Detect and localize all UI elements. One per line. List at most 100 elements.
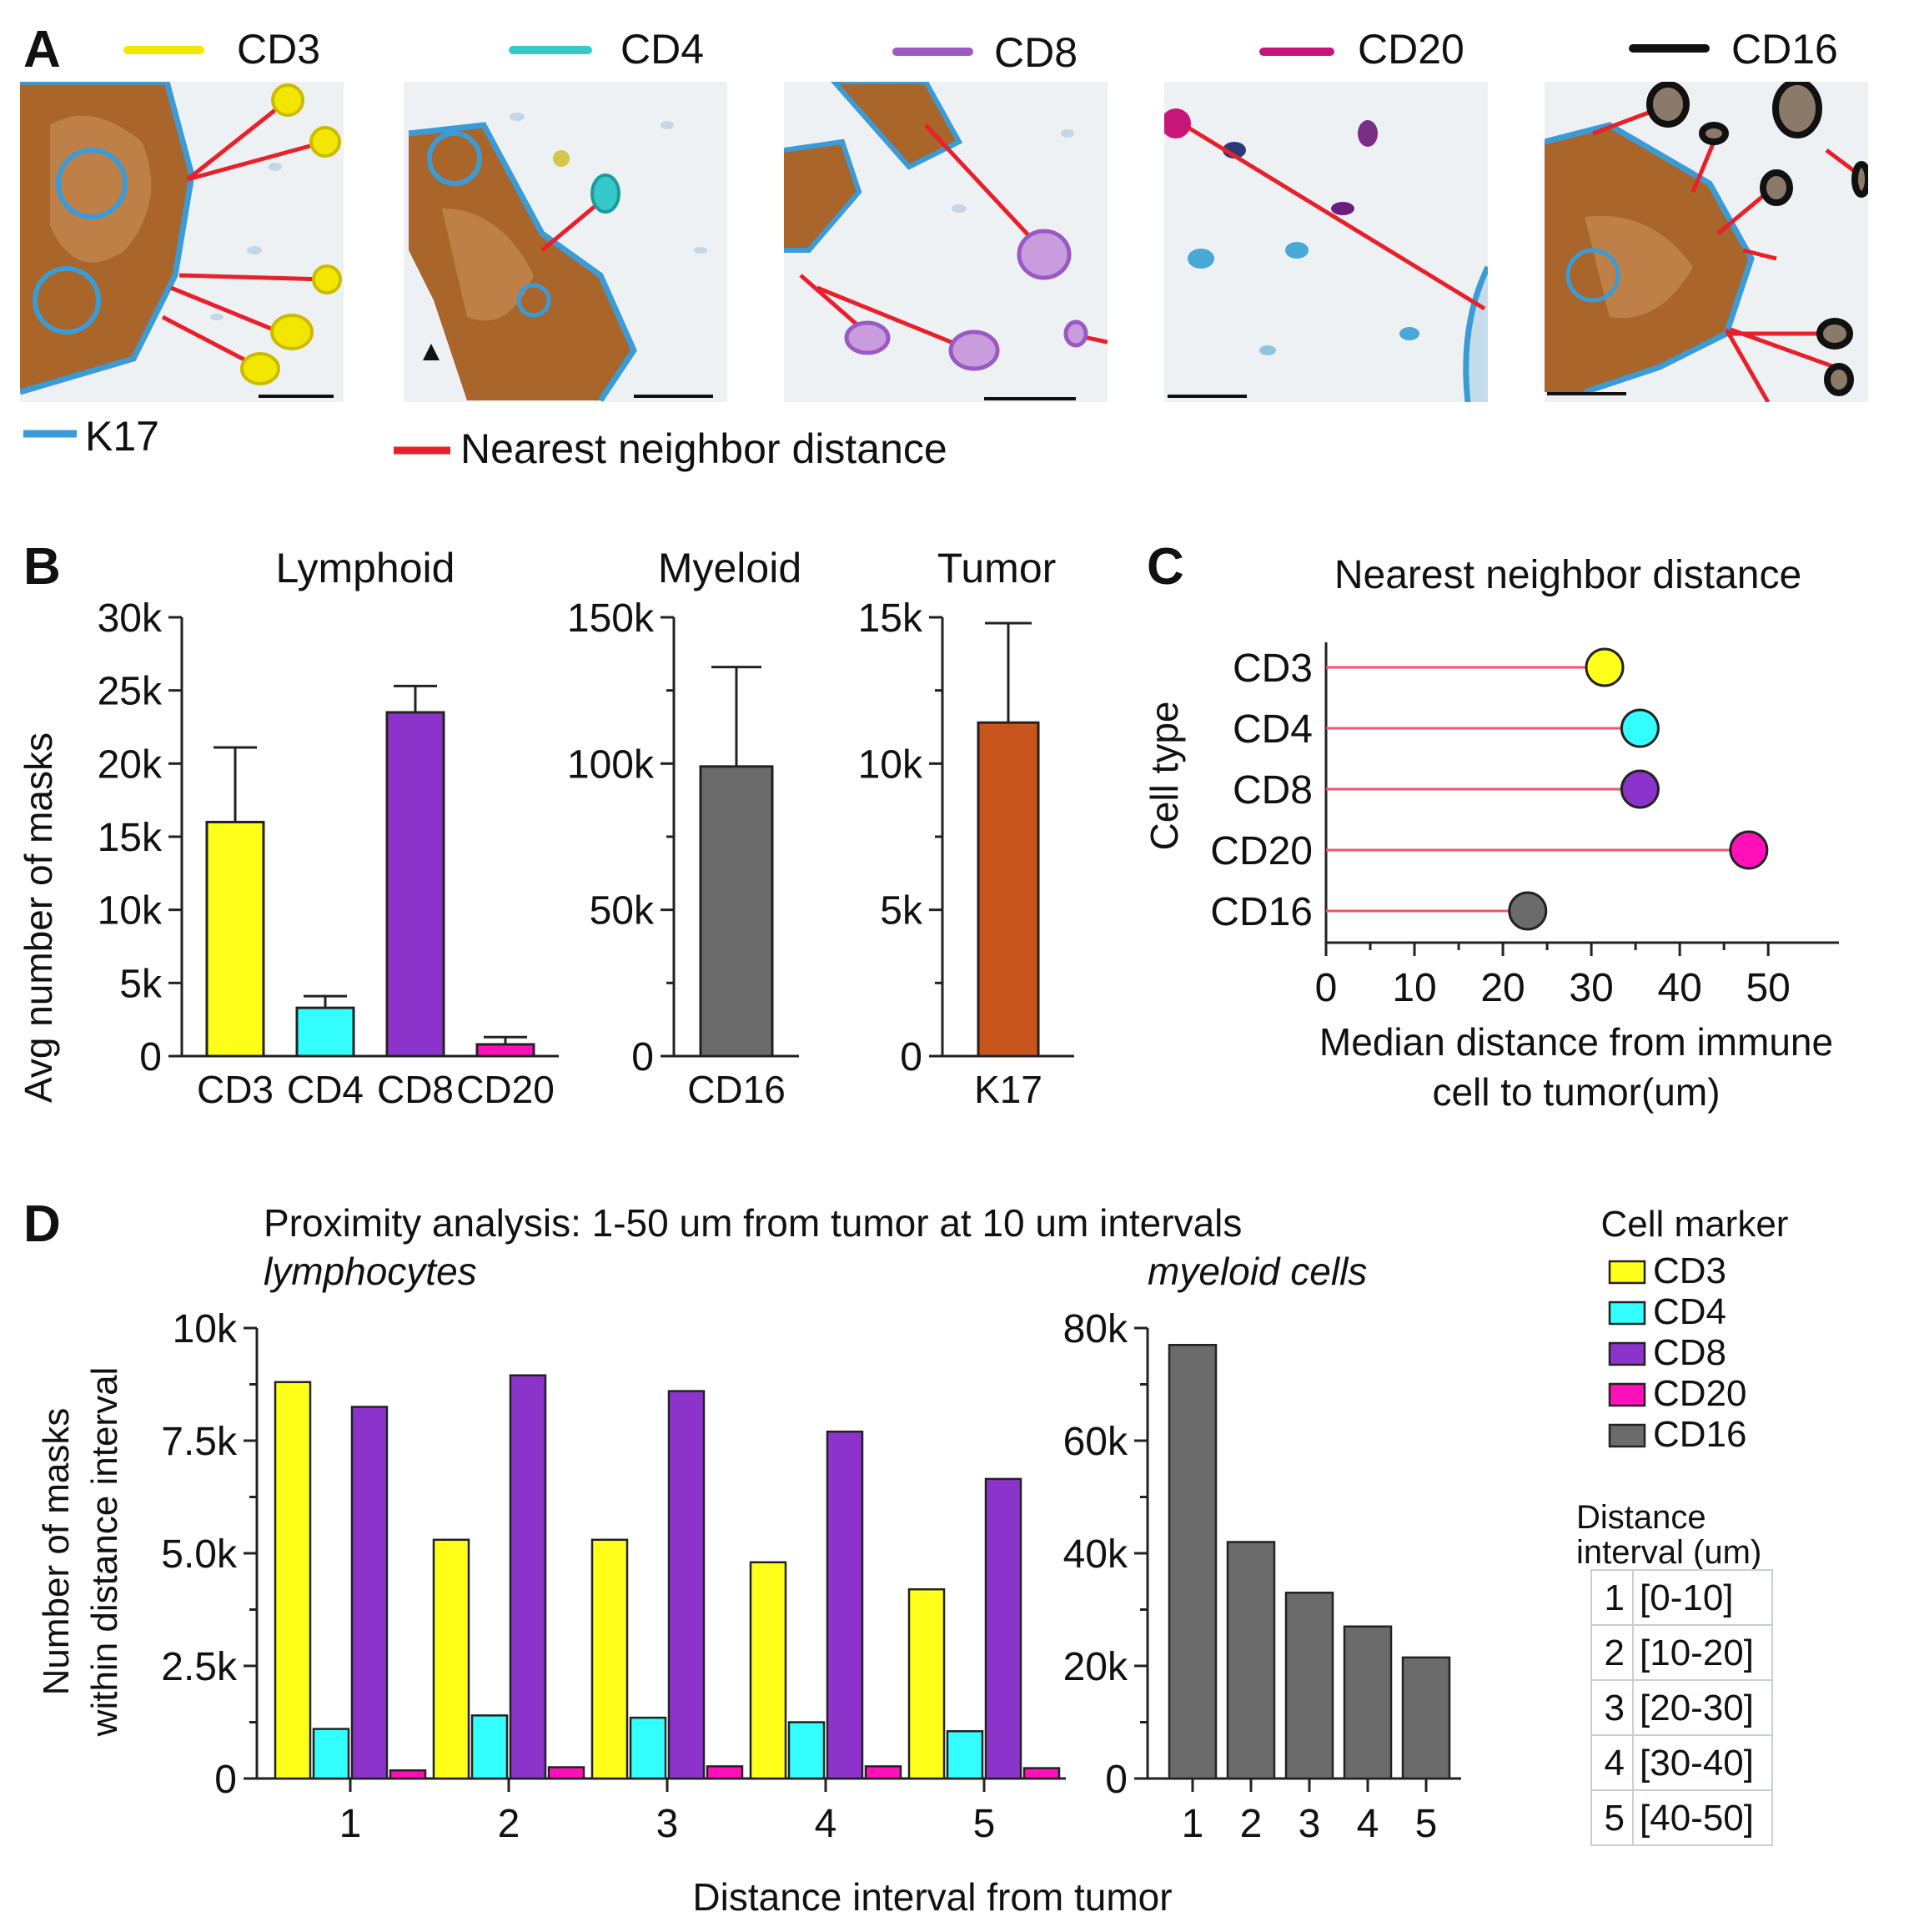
nn-label: Nearest neighbor distance <box>460 425 947 472</box>
y-tick-label: 5.0k <box>161 1532 238 1577</box>
y-tick-label: 60k <box>1063 1420 1128 1464</box>
y-tick-label: 10k <box>98 889 163 933</box>
legend-label: CD3 <box>1653 1250 1726 1291</box>
legend-swatch-cd8 <box>1608 1341 1646 1366</box>
interval-range: [0-10] <box>1640 1577 1734 1618</box>
y-tick-label: 150k <box>567 596 655 641</box>
b-ylabel: Avg number of masks <box>17 732 60 1103</box>
bar-cd4-2 <box>470 1714 509 1780</box>
x-tick-label: 40 <box>1657 966 1701 1010</box>
cd8-label: CD8 <box>994 29 1078 76</box>
y-tick-label: 7.5k <box>161 1420 238 1464</box>
bar-cd4-5 <box>946 1730 984 1780</box>
bar-cd20-5 <box>1022 1767 1061 1780</box>
x-tick-label: 20 <box>1480 966 1525 1010</box>
panel-label-a: A <box>23 21 61 78</box>
legend-swatch-cd16 <box>1608 1423 1646 1448</box>
point-cd16 <box>1508 891 1548 931</box>
table-cell-range <box>1632 1624 1773 1681</box>
cd3-label: CD3 <box>237 26 320 73</box>
y-tick-label: 5k <box>119 962 163 1006</box>
interval-range: [10-20] <box>1640 1633 1754 1673</box>
x-tick-label: 1 <box>1182 1802 1204 1846</box>
table-cell-num <box>1590 1679 1634 1736</box>
y-tick-label: CD8 <box>1233 768 1313 813</box>
bar-cd16-4 <box>1343 1625 1393 1780</box>
d-title: Proximity analysis: 1-50 um from tumor a… <box>264 1201 1242 1245</box>
table-cell-num <box>1590 1734 1634 1791</box>
x-tick-label: 10 <box>1392 966 1436 1010</box>
interval-number: 1 <box>1605 1577 1625 1618</box>
legend-label: CD16 <box>1653 1414 1747 1455</box>
c-title: Nearest neighbor distance <box>1334 553 1801 597</box>
x-tick-label: CD8 <box>377 1068 454 1111</box>
x-tick-label: CD4 <box>287 1068 364 1111</box>
table-cell-num <box>1590 1569 1634 1626</box>
x-tick-label: 2 <box>1240 1802 1263 1846</box>
y-tick-label: 15k <box>98 816 163 860</box>
chart-c-lollipop: 0 10 20 30 40 50 CD3 CD4 CD8 CD20 CD16 <box>1210 642 1839 1010</box>
y-tick-label: 30k <box>98 596 163 641</box>
y-tick-label: 100k <box>567 742 655 787</box>
point-cd20 <box>1729 830 1769 870</box>
bar-cd4-4 <box>787 1721 826 1780</box>
y-tick-label: 20k <box>1063 1645 1128 1689</box>
x-tick-label: K17 <box>974 1068 1042 1111</box>
interval-number: 4 <box>1605 1743 1625 1784</box>
bar-cd8-5 <box>984 1477 1022 1780</box>
d-xlabel: Distance interval from tumor <box>692 1875 1172 1919</box>
bar-cd20 <box>475 1043 535 1058</box>
tile-cd8 <box>784 82 1108 402</box>
bar-cd8-2 <box>509 1374 547 1780</box>
x-tick-label: 4 <box>1357 1802 1379 1846</box>
x-tick-label: CD3 <box>197 1068 274 1111</box>
bar-cd16-2 <box>1226 1541 1276 1780</box>
chart-b1-lymphoid: 0 5k 10k 15k 20k 25k 30k CD3 CD4 CD8 CD20 <box>98 596 559 1111</box>
tile-cd16 <box>1545 82 1868 402</box>
bar-cd4-1 <box>312 1728 350 1780</box>
bar-cd4-3 <box>629 1716 667 1780</box>
interval-number: 2 <box>1605 1633 1625 1673</box>
y-tick-label: CD4 <box>1233 707 1313 752</box>
y-tick-label: CD20 <box>1210 829 1313 873</box>
bar-cd3-4 <box>749 1561 787 1780</box>
y-tick-label: CD3 <box>1233 647 1313 691</box>
bar-cd4 <box>295 1006 355 1058</box>
d2-subtitle: myeloid cells <box>1148 1250 1367 1293</box>
y-tick-label: 0 <box>900 1035 922 1079</box>
interval-title-line1: Distance <box>1576 1499 1706 1536</box>
y-tick-label: 20k <box>98 742 163 787</box>
y-tick-label: 10k <box>173 1307 238 1351</box>
legend-cd4: CD4 <box>509 26 704 73</box>
interval-range: [30-40] <box>1640 1743 1754 1784</box>
legend-title: Cell marker <box>1601 1204 1789 1245</box>
panel-label-c: C <box>1147 538 1184 596</box>
interval-number: 5 <box>1605 1798 1625 1839</box>
table-cell-range <box>1632 1734 1773 1791</box>
x-tick-label: 50 <box>1746 966 1790 1010</box>
x-tick-label: 2 <box>498 1802 520 1846</box>
bar-cd20-4 <box>864 1765 902 1780</box>
legend-label: CD4 <box>1653 1291 1726 1332</box>
x-tick-label: 5 <box>1415 1802 1438 1846</box>
k17-label: K17 <box>85 413 159 460</box>
cd20-label: CD20 <box>1358 26 1464 73</box>
x-tick-label: CD16 <box>687 1068 786 1111</box>
c-xlabel-line1: Median distance from immune <box>1319 1020 1833 1064</box>
bar-cd8-3 <box>667 1390 706 1780</box>
y-tick-label: 0 <box>214 1758 237 1802</box>
cd16-label: CD16 <box>1731 26 1838 73</box>
x-tick-label: 3 <box>656 1802 679 1846</box>
legend-cd16: CD16 <box>1629 26 1838 73</box>
table-cell-num <box>1590 1789 1634 1846</box>
chart-d2-myeloid: 0 20k 40k 60k 80k 1 2 3 4 5 <box>1063 1307 1461 1846</box>
y-tick-label: 10k <box>858 742 923 787</box>
bar-cd20-2 <box>547 1766 585 1780</box>
interval-range: [20-30] <box>1640 1688 1754 1728</box>
legend-swatch-cd20 <box>1608 1382 1646 1407</box>
bar-cd16 <box>699 765 774 1058</box>
y-tick-label: CD16 <box>1210 890 1313 934</box>
y-tick-label: 5k <box>880 889 923 933</box>
